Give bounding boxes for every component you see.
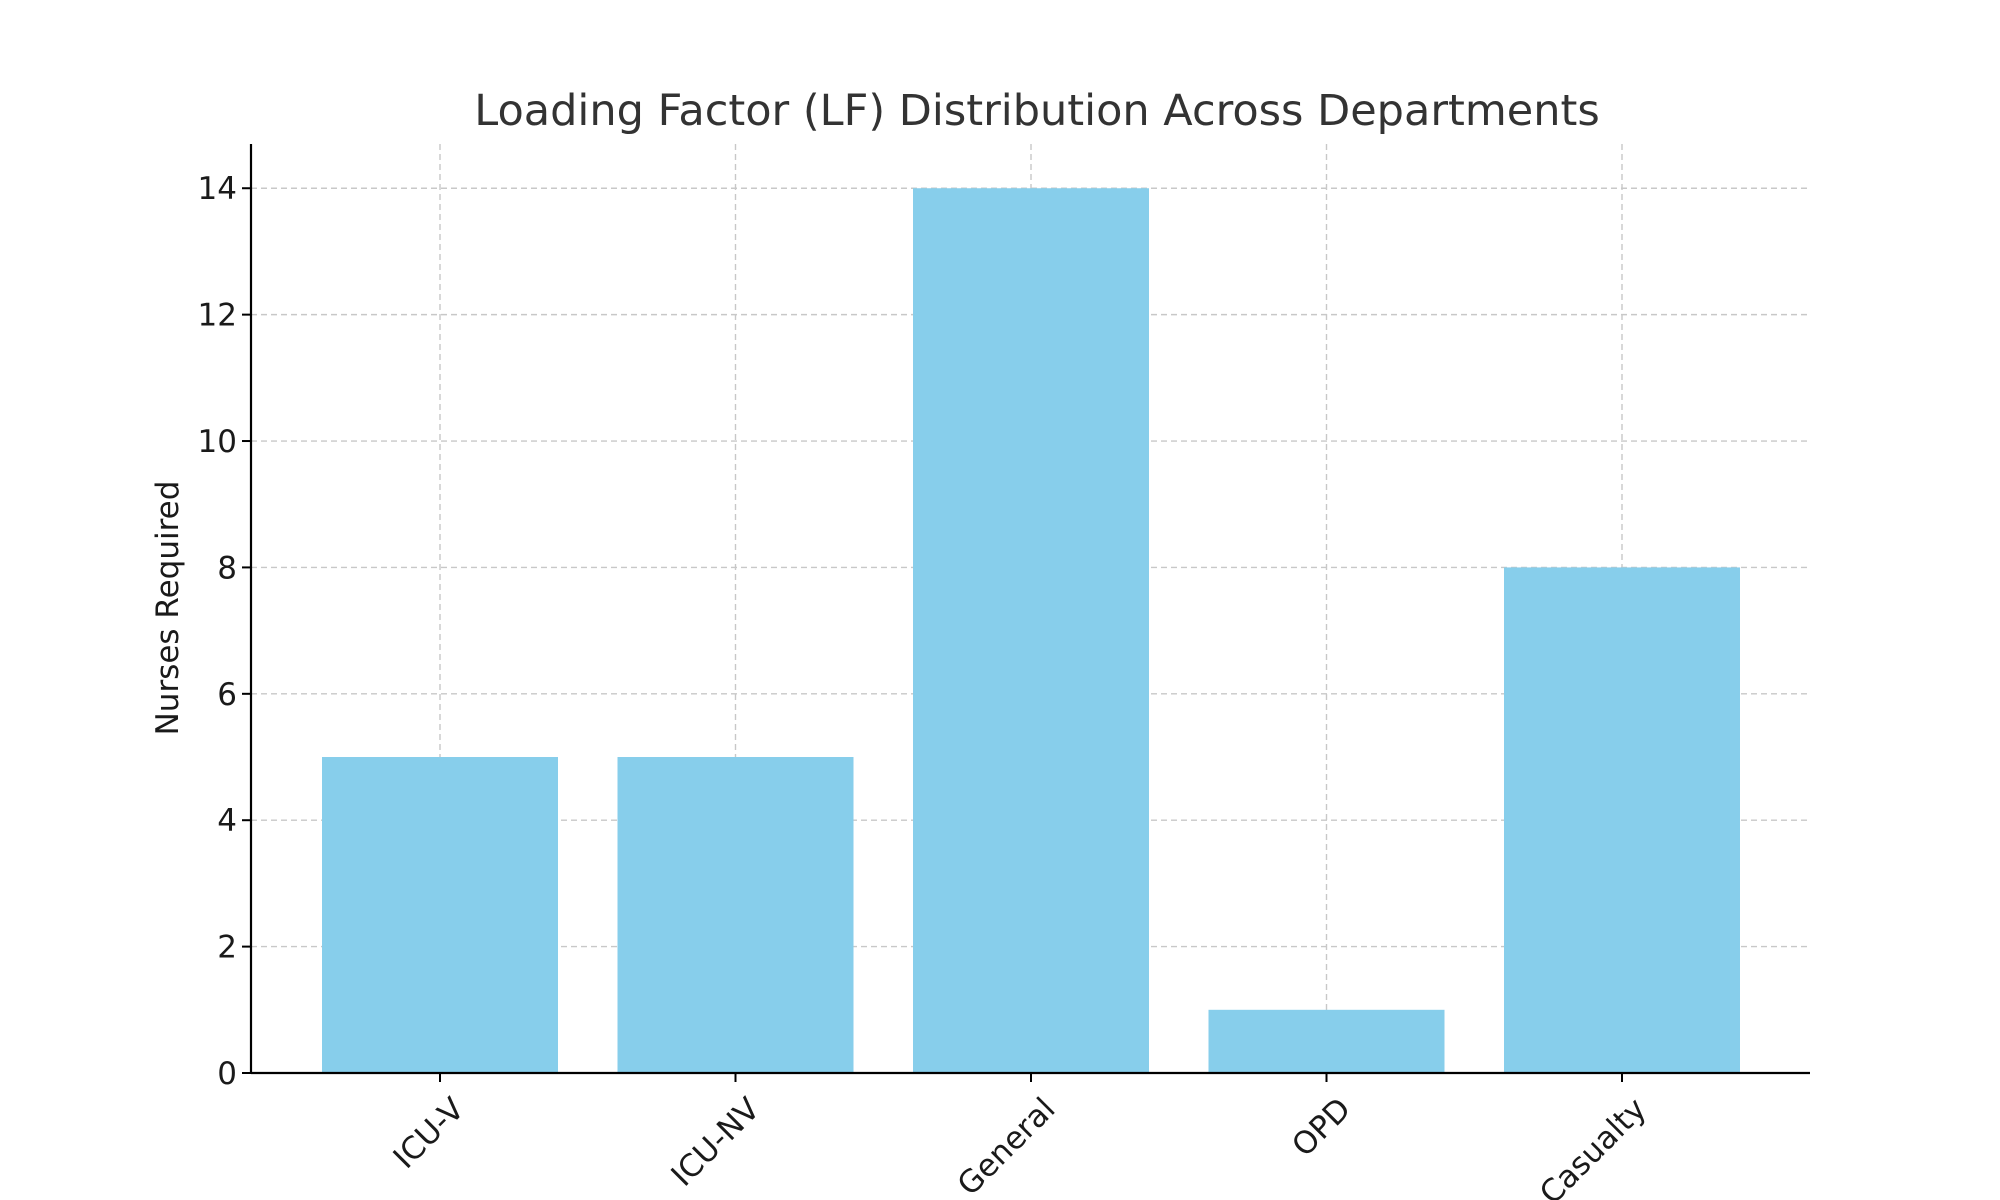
bar-icu-nv (617, 757, 854, 1073)
y-tick-label: 6 (217, 677, 237, 713)
y-tick-label: 14 (198, 171, 237, 207)
y-tick-label: 12 (198, 298, 237, 334)
x-tick-label: Casualty (1533, 1091, 1654, 1200)
x-tick-label: ICU-V (387, 1091, 472, 1176)
x-tick-label: General (951, 1091, 1063, 1200)
chart-title: Loading Factor (LF) Distribution Across … (474, 86, 1599, 136)
bar-opd (1208, 1009, 1445, 1073)
bars (322, 188, 1740, 1073)
x-tick-label: ICU-NV (664, 1091, 767, 1194)
y-tick-label: 2 (217, 930, 237, 966)
bar-icu-v (322, 757, 558, 1073)
y-tick-label: 4 (217, 803, 237, 839)
y-axis-label: Nurses Required (150, 481, 186, 736)
y-tick-label: 0 (217, 1056, 237, 1092)
x-tick-label: OPD (1285, 1091, 1358, 1164)
y-tick-label: 8 (217, 550, 237, 586)
bar-general (913, 188, 1149, 1073)
y-tick-label: 10 (198, 424, 237, 460)
bar-casualty (1504, 567, 1740, 1073)
